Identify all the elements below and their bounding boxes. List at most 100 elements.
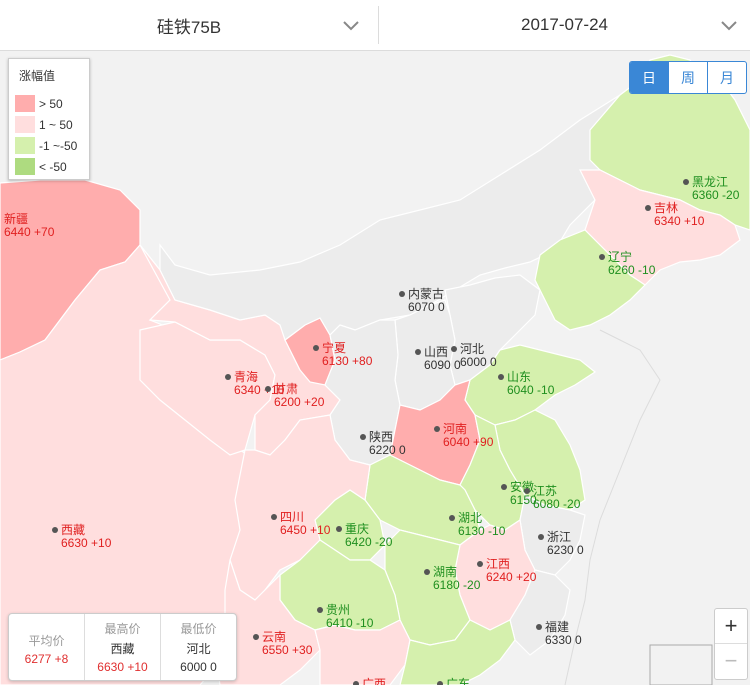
province-marker[interactable]: [52, 527, 58, 533]
province-marker[interactable]: [253, 634, 259, 640]
province-name-label: 四川: [280, 510, 304, 524]
province-marker[interactable]: [536, 624, 542, 630]
province-name-label: 河南: [443, 421, 467, 436]
period-toggle[interactable]: 日 周 月: [629, 61, 747, 94]
province-name-label: 贵州: [326, 603, 350, 617]
province-value-label: 6220 0: [369, 443, 406, 457]
region-hubei[interactable]: [364, 454, 481, 546]
province-value-label: 6260 -10: [608, 263, 656, 277]
province-name-label: 广东: [446, 677, 470, 685]
region-guangdong[interactable]: [399, 619, 516, 685]
region-liaoning[interactable]: [534, 229, 646, 331]
province-value-label: 6420 -20: [345, 535, 393, 549]
stats-max-label: 最高价: [104, 622, 141, 636]
province-marker[interactable]: [599, 254, 605, 260]
legend-item[interactable]: > 50: [15, 95, 63, 112]
province-name-label: 青海: [234, 369, 258, 384]
province-value-label: 6150: [510, 493, 537, 507]
province-value-label: 6340 +10: [654, 214, 705, 228]
province-name-label: 河北: [460, 342, 484, 356]
divider: [378, 6, 379, 44]
province-marker[interactable]: [538, 534, 544, 540]
zoom-out-button[interactable]: −: [715, 643, 747, 678]
province-value-label: 6240 +20: [486, 570, 537, 584]
province-value-label: 6040 +90: [443, 435, 494, 449]
province-marker[interactable]: [645, 205, 651, 211]
stats-min: 最低价 河北 6000 0: [160, 614, 236, 680]
province-value-label: 6330 0: [545, 633, 582, 647]
date-select[interactable]: 2017-07-24: [379, 0, 750, 50]
province-marker[interactable]: [424, 569, 430, 575]
province-name-label: 湖北: [458, 510, 482, 525]
top-bar: 硅铁75B 2017-07-24: [0, 0, 750, 51]
stats-min-place: 河北: [186, 642, 211, 656]
product-select[interactable]: 硅铁75B: [0, 0, 378, 50]
province-name-label: 辽宁: [608, 249, 632, 264]
stats-average: 平均价 6277 +8: [9, 614, 84, 680]
province-marker[interactable]: [477, 561, 483, 567]
province-marker[interactable]: [360, 434, 366, 440]
province-marker[interactable]: [225, 374, 231, 380]
zoom-in-button[interactable]: +: [724, 613, 738, 638]
province-value-label: 6090 0: [424, 358, 461, 372]
legend-label: 1 ~ 50: [39, 117, 73, 132]
legend-item[interactable]: < -50: [15, 158, 67, 175]
province-marker[interactable]: [449, 515, 455, 521]
province-value-label: 6040 -10: [507, 383, 555, 397]
legend-swatch: [15, 95, 35, 112]
province-marker[interactable]: [524, 488, 530, 494]
chevron-down-icon: [343, 21, 359, 31]
province-value-label: 6000 0: [460, 355, 497, 369]
legend-swatch: [15, 158, 35, 175]
province-marker[interactable]: [336, 526, 342, 532]
province-name-label: 陕西: [369, 429, 393, 444]
legend-label: > 50: [39, 96, 63, 111]
province-name-label: 福建: [545, 619, 569, 634]
province-name-label: 新疆: [4, 211, 28, 226]
province-value-label: 6550 +30: [262, 643, 313, 657]
province-marker[interactable]: [271, 514, 277, 520]
province-marker[interactable]: [498, 374, 504, 380]
stats-max-place: 西藏: [110, 642, 135, 656]
province-name-label: 广西: [362, 677, 386, 685]
province-marker[interactable]: [434, 426, 440, 432]
product-select-value: 硅铁75B: [156, 17, 222, 37]
period-week-button[interactable]: 周: [668, 62, 707, 93]
stats-average-value: 6277 +8: [24, 652, 69, 666]
stats-average-label: 平均价: [28, 634, 65, 648]
stats-min-label: 最低价: [180, 622, 217, 636]
province-marker[interactable]: [313, 345, 319, 351]
province-name-label: 宁夏: [322, 340, 346, 355]
period-day-button[interactable]: 日: [630, 62, 668, 93]
stats-min-value: 6000 0: [180, 660, 217, 674]
province-name-label: 内蒙古: [408, 286, 444, 301]
legend-label: -1 ~-50: [39, 138, 78, 153]
legend-label: < -50: [39, 159, 67, 174]
province-value-label: 6630 +10: [61, 536, 112, 550]
legend-item[interactable]: 1 ~ 50: [15, 116, 73, 133]
province-marker[interactable]: [399, 291, 405, 297]
province-value-label: 6070 0: [408, 300, 445, 314]
province-marker[interactable]: [265, 386, 271, 392]
province-marker[interactable]: [415, 349, 421, 355]
province-marker[interactable]: [451, 346, 457, 352]
province-value-label: 6130 -10: [458, 524, 506, 538]
province-marker[interactable]: [317, 607, 323, 613]
period-month-button[interactable]: 月: [707, 62, 746, 93]
province-name-label: 江西: [486, 557, 510, 571]
province-name-label: 甘肃: [274, 382, 298, 396]
province-marker[interactable]: [501, 484, 507, 490]
province-value-label: 6410 -10: [326, 616, 374, 630]
province-value-label: 6450 +10: [280, 523, 331, 537]
legend-title: 涨幅值: [19, 69, 56, 83]
province-name-label: 江苏: [533, 484, 557, 498]
province-name-label: 浙江: [547, 530, 571, 544]
province-marker[interactable]: [683, 179, 689, 185]
province-marker[interactable]: [353, 681, 359, 685]
province-marker[interactable]: [437, 681, 443, 685]
province-name-label: 湖南: [433, 564, 457, 579]
legend-item[interactable]: -1 ~-50: [15, 137, 77, 154]
stats-max: 最高价 西藏 6630 +10: [84, 614, 160, 680]
legend-swatch: [15, 137, 35, 154]
